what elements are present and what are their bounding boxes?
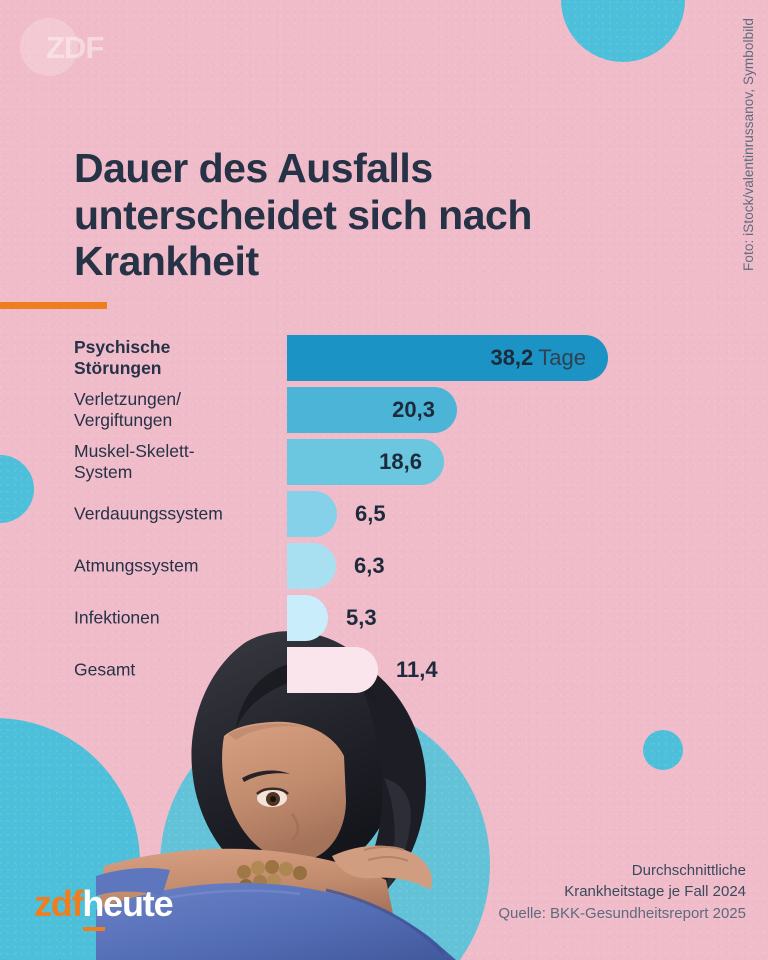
bar-track: 11,4 xyxy=(287,644,438,696)
zdfheute-logo-underline xyxy=(83,927,106,931)
photo-illustration xyxy=(96,631,456,960)
bar-track: 6,5 xyxy=(287,488,386,540)
decorative-circle-top-right xyxy=(561,0,685,62)
bar-value: 6,3 xyxy=(354,553,385,578)
chart-row-psychische-stoerungen: Psychische Störungen 38,2 Tage xyxy=(0,332,768,384)
photo-credit-text: Foto: iStock/valentinrussanov, Symbolbil… xyxy=(740,18,756,271)
zdfheute-logo-zdf: zdf xyxy=(34,883,84,924)
bar-track: 5,3 xyxy=(287,592,377,644)
photo-finger-line-2 xyxy=(367,856,409,862)
bar-label: Psychische Störungen xyxy=(74,337,171,378)
bar-value-unit: Tage xyxy=(538,345,586,370)
page-title: Dauer des Ausfalls unterscheidet sich na… xyxy=(74,145,532,285)
zdf-watermark-text: ZDF xyxy=(46,30,104,65)
bar: 20,3 xyxy=(287,387,457,433)
bar-track: 18,6 xyxy=(287,436,444,488)
bar-value: 11,4 xyxy=(396,657,438,682)
photo-sleeve-left xyxy=(96,868,170,896)
bar-value: 20,3 xyxy=(392,397,435,422)
chart-row-gesamt: Gesamt 11,4 xyxy=(0,644,768,696)
bar: 18,6 xyxy=(287,439,444,485)
zdf-watermark-circle xyxy=(20,18,78,76)
chart-row-infektionen: Infektionen 5,3 xyxy=(0,592,768,644)
chart-row-verletzungen-vergiftungen: Verletzungen/ Vergiftungen 20,3 xyxy=(0,384,768,436)
bar xyxy=(287,543,336,589)
photo-shirt-seam xyxy=(325,888,446,956)
bar-value: 38,2 Tage xyxy=(490,345,608,371)
bar xyxy=(287,595,328,641)
photo-credit: Foto: iStock/valentinrussanov, Symbolbil… xyxy=(734,18,762,388)
chart-row-atmungssystem: Atmungssystem 6,3 xyxy=(0,540,768,592)
photo-finger-line-1 xyxy=(363,846,405,851)
accent-rule xyxy=(0,302,107,309)
bar-label: Gesamt xyxy=(74,659,136,680)
bar-label: Infektionen xyxy=(74,607,160,628)
bar-label: Muskel-Skelett- System xyxy=(74,441,195,482)
bar: 38,2 Tage xyxy=(287,335,608,381)
chart-row-muskel-skelett-system: Muskel-Skelett- System 18,6 xyxy=(0,436,768,488)
chart-row-verdauungssystem: Verdauungssystem 6,5 xyxy=(0,488,768,540)
bar xyxy=(287,647,378,693)
source-line-2: Krankheitstage je Fall 2024 xyxy=(564,883,746,901)
photo-hand xyxy=(332,845,432,890)
decorative-circle-bottom-right xyxy=(643,730,683,770)
photo-eyelid xyxy=(256,787,289,795)
photo-shirt xyxy=(96,883,456,960)
zdfheute-logo: zdfheute xyxy=(34,883,174,931)
photo-pupil xyxy=(270,796,276,802)
bar-value-number: 38,2 xyxy=(490,345,534,370)
source-line-3: Quelle: BKK-Gesundheitsreport 2025 xyxy=(498,904,746,922)
bar-value: 18,6 xyxy=(379,449,422,474)
zdfheute-logo-heute: heute xyxy=(82,883,174,931)
bar-label: Verletzungen/ Vergiftungen xyxy=(74,389,182,430)
bar-track: 20,3 xyxy=(287,384,457,436)
photo-forehead-shade xyxy=(228,723,310,740)
bar-label: Atmungssystem xyxy=(74,555,199,576)
photo-shirt-fold xyxy=(155,889,301,902)
photo-hair-highlight xyxy=(378,778,411,904)
bar-track: 38,2 Tage xyxy=(287,332,608,384)
bar-value: 5,3 xyxy=(346,605,377,630)
bar-chart: Psychische Störungen 38,2 Tage Verletzung… xyxy=(0,332,768,696)
photo-eyebrow xyxy=(242,770,290,782)
source-caption: Durchschnittliche Krankheitstage je Fall… xyxy=(498,860,746,924)
zdf-watermark-logo: ZDF xyxy=(18,12,130,84)
zdfheute-logo-heute-text: heute xyxy=(82,883,173,924)
source-line-1: Durchschnittliche xyxy=(631,862,746,879)
bar-label: Verdauungssystem xyxy=(74,503,223,524)
photo-nose xyxy=(291,813,300,841)
photo-woman-head-on-arms xyxy=(96,628,516,960)
bar xyxy=(287,491,337,537)
bar-track: 6,3 xyxy=(287,540,385,592)
bar-value: 6,5 xyxy=(355,501,386,526)
